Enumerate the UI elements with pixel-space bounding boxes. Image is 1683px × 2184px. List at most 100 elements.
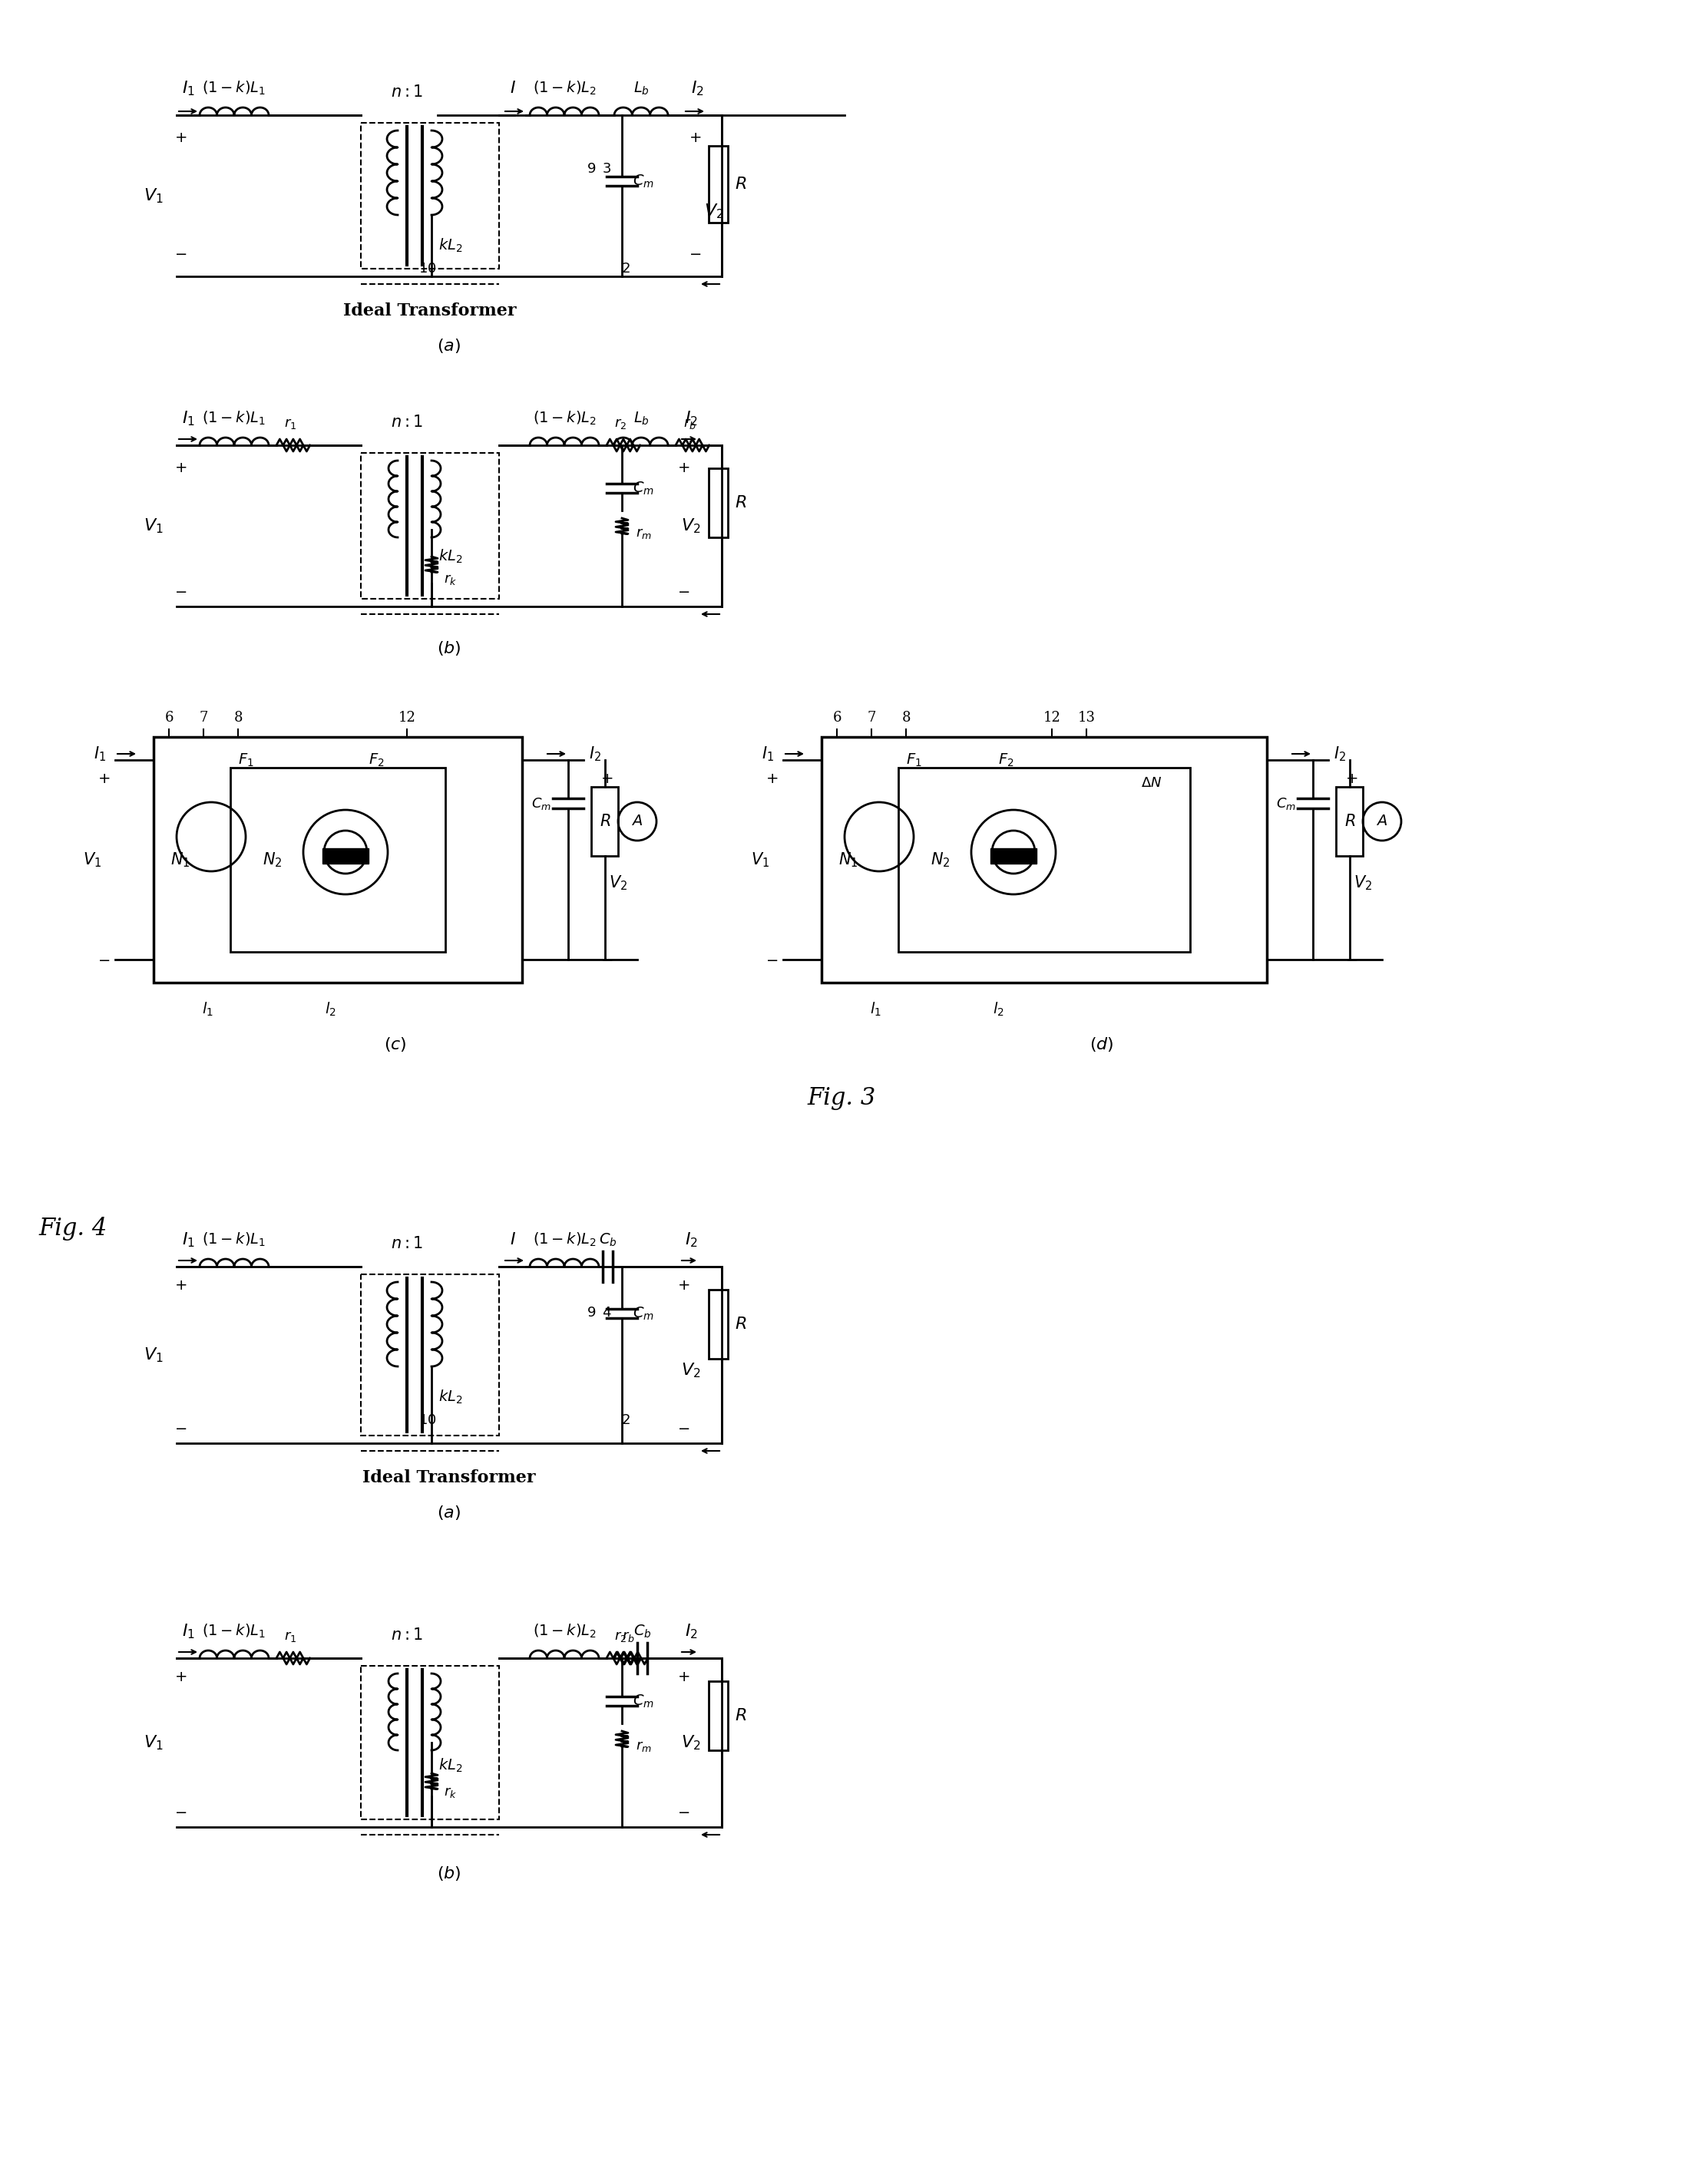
Text: $I_1$: $I_1$: [182, 1232, 195, 1249]
Text: Fig. 4: Fig. 4: [39, 1216, 108, 1241]
Text: $-$: $-$: [175, 1804, 187, 1819]
Text: $+$: $+$: [1345, 773, 1358, 786]
Text: $C_m$: $C_m$: [532, 795, 552, 812]
Text: $-$: $-$: [175, 1422, 187, 1435]
Text: $R$: $R$: [599, 815, 611, 830]
Text: $(1-k)L_2$: $(1-k)L_2$: [532, 81, 596, 96]
Text: $(d)$: $(d)$: [1089, 1035, 1114, 1053]
Text: $+$: $+$: [601, 773, 613, 786]
Text: $V_1$: $V_1$: [82, 852, 101, 869]
Text: $-$: $-$: [98, 952, 109, 968]
Text: $+$: $+$: [173, 1280, 187, 1293]
Text: $C_m$: $C_m$: [633, 480, 655, 496]
Bar: [991, 847, 1037, 863]
Text: $+$: $+$: [766, 773, 778, 786]
Text: $V_1$: $V_1$: [143, 186, 163, 205]
Text: $+$: $+$: [677, 1280, 690, 1293]
Bar: [360, 1273, 500, 1435]
Text: $R$: $R$: [735, 1708, 747, 1723]
Text: $(b)$: $(b)$: [438, 640, 461, 657]
Text: $C_m$: $C_m$: [633, 1693, 655, 1710]
Text: 7: 7: [867, 710, 875, 725]
Text: $V_1$: $V_1$: [143, 1345, 163, 1365]
Text: $(1-k)L_2$: $(1-k)L_2$: [532, 411, 596, 426]
Text: $I_2$: $I_2$: [589, 745, 601, 762]
Text: $n:1$: $n:1$: [390, 1627, 422, 1642]
Text: $I_1$: $I_1$: [762, 745, 774, 762]
Text: $-$: $-$: [677, 583, 690, 598]
Text: $\Delta N$: $\Delta N$: [1141, 775, 1163, 791]
Bar: [591, 786, 618, 856]
Text: $I_2$: $I_2$: [685, 408, 697, 428]
Text: $I$: $I$: [510, 1232, 517, 1249]
Text: $A$: $A$: [1377, 815, 1388, 828]
Text: $r_k$: $r_k$: [444, 1787, 458, 1800]
Text: $n:1$: $n:1$: [390, 1236, 422, 1251]
Text: 8: 8: [902, 710, 911, 725]
Text: $V_2$: $V_2$: [609, 874, 628, 891]
Text: $-$: $-$: [601, 952, 613, 968]
Text: Ideal Transformer: Ideal Transformer: [343, 301, 517, 319]
Text: $n:1$: $n:1$: [390, 415, 422, 430]
Text: $-$: $-$: [175, 247, 187, 260]
Text: $I_1$: $I_1$: [182, 79, 195, 98]
Bar: [1336, 786, 1363, 856]
Text: $V_1$: $V_1$: [751, 852, 769, 869]
Text: $r_1$: $r_1$: [284, 417, 296, 430]
Text: $V_2$: $V_2$: [703, 203, 724, 221]
Text: $l_1$: $l_1$: [870, 1000, 880, 1018]
Bar: [709, 146, 727, 223]
Text: $(c)$: $(c)$: [384, 1035, 407, 1053]
Text: $10$: $10$: [419, 1413, 436, 1426]
Text: $-$: $-$: [175, 583, 187, 598]
Text: $9$: $9$: [586, 162, 596, 175]
Text: Fig. 3: Fig. 3: [808, 1085, 875, 1109]
Text: $-$: $-$: [688, 247, 702, 260]
Text: 6: 6: [833, 710, 842, 725]
Text: $V_2$: $V_2$: [682, 518, 700, 535]
Text: $(1-k)L_2$: $(1-k)L_2$: [532, 1623, 596, 1640]
Bar: [899, 767, 1190, 952]
Bar: [153, 736, 522, 983]
Bar: [709, 1682, 727, 1749]
Text: $I_1$: $I_1$: [182, 408, 195, 428]
Text: $+$: $+$: [98, 773, 109, 786]
Text: $+$: $+$: [677, 461, 690, 476]
Text: $(1-k)L_1$: $(1-k)L_1$: [202, 1232, 266, 1249]
Text: $+$: $+$: [677, 1671, 690, 1684]
Text: $V_1$: $V_1$: [143, 518, 163, 535]
Text: $kL_2$: $kL_2$: [439, 1758, 463, 1773]
Text: $9$: $9$: [586, 1306, 596, 1319]
Text: $(a)$: $(a)$: [438, 336, 461, 354]
Text: $F_1$: $F_1$: [905, 751, 922, 769]
Text: $2$: $2$: [621, 262, 629, 275]
Text: $F_2$: $F_2$: [369, 751, 384, 769]
Text: $N_1$: $N_1$: [170, 852, 190, 869]
Text: $r_b$: $r_b$: [621, 1629, 634, 1645]
Bar: [821, 736, 1267, 983]
Text: $(1-k)L_1$: $(1-k)L_1$: [202, 1623, 266, 1640]
Text: $L_b$: $L_b$: [633, 411, 650, 426]
Text: $I_1$: $I_1$: [182, 1623, 195, 1640]
Text: $L_b$: $L_b$: [633, 81, 650, 96]
Text: $C_m$: $C_m$: [633, 1306, 655, 1321]
Text: $l_2$: $l_2$: [325, 1000, 337, 1018]
Text: 12: 12: [399, 710, 416, 725]
Text: $C_m$: $C_m$: [1276, 795, 1296, 812]
Text: $V_2$: $V_2$: [1353, 874, 1372, 891]
Text: $I_2$: $I_2$: [685, 1623, 697, 1640]
Text: 12: 12: [1043, 710, 1060, 725]
Text: $r_m$: $r_m$: [636, 526, 651, 539]
Bar: [231, 767, 446, 952]
Text: 13: 13: [1077, 710, 1096, 725]
Text: 8: 8: [234, 710, 242, 725]
Text: $r_2$: $r_2$: [614, 1629, 626, 1645]
Text: $R$: $R$: [735, 1315, 747, 1332]
Bar: [360, 452, 500, 598]
Text: $r_2$: $r_2$: [614, 417, 626, 430]
Text: $l_2$: $l_2$: [993, 1000, 1003, 1018]
Text: $F_2$: $F_2$: [998, 751, 1013, 769]
Text: $kL_2$: $kL_2$: [439, 1389, 463, 1406]
Text: $C_m$: $C_m$: [633, 173, 655, 190]
Text: $C_b$: $C_b$: [599, 1232, 618, 1247]
